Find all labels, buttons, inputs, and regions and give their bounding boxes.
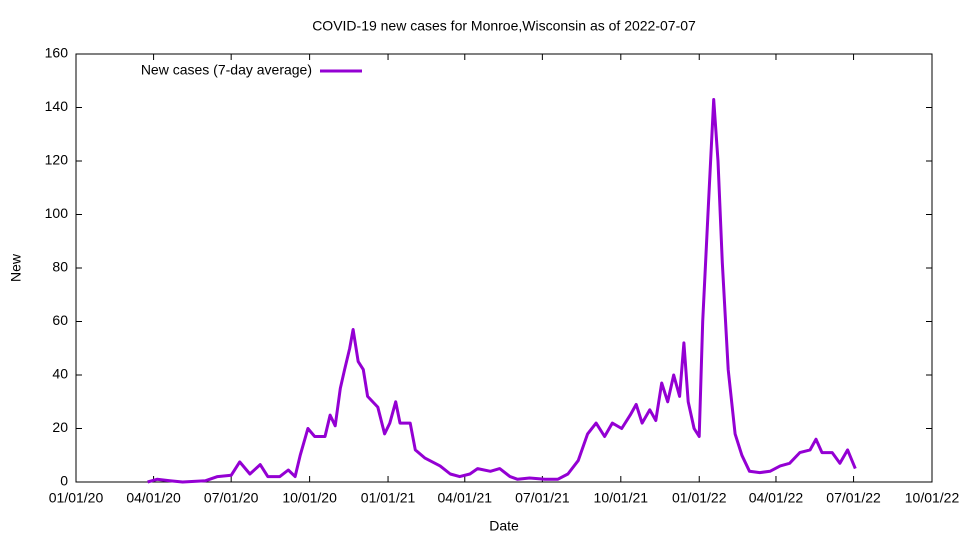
x-tick-label: 07/01/22 [826,490,881,506]
y-tick-label: 120 [45,152,69,168]
x-tick-label: 10/01/20 [282,490,337,506]
x-tick-label: 10/01/21 [594,490,649,506]
x-tick-label: 01/01/20 [49,490,104,506]
x-tick-label: 07/01/20 [204,490,259,506]
series-line [147,98,857,484]
x-axis-label: Date [489,518,519,534]
y-tick-label: 100 [45,205,69,221]
x-tick-label: 01/01/21 [361,490,416,506]
legend-label: New cases (7-day average) [141,62,312,78]
y-tick-label: 160 [45,45,69,61]
y-tick-label: 60 [52,312,68,328]
plot-frame [75,53,933,483]
x-tick-label: 04/01/22 [749,490,804,506]
x-tick-label: 10/01/22 [905,490,960,506]
y-tick-label: 40 [52,366,68,382]
y-tick-label: 20 [52,419,68,435]
x-tick-label: 07/01/21 [515,490,570,506]
chart-title: COVID-19 new cases for Monroe,Wisconsin … [312,18,696,34]
y-tick-label: 140 [45,98,69,114]
x-tick-label: 04/01/20 [126,490,181,506]
x-tick-label: 01/01/22 [672,490,727,506]
y-tick-label: 0 [60,473,68,489]
y-axis-label: New [8,253,24,282]
y-tick-label: 80 [52,259,68,275]
x-tick-label: 04/01/21 [438,490,493,506]
